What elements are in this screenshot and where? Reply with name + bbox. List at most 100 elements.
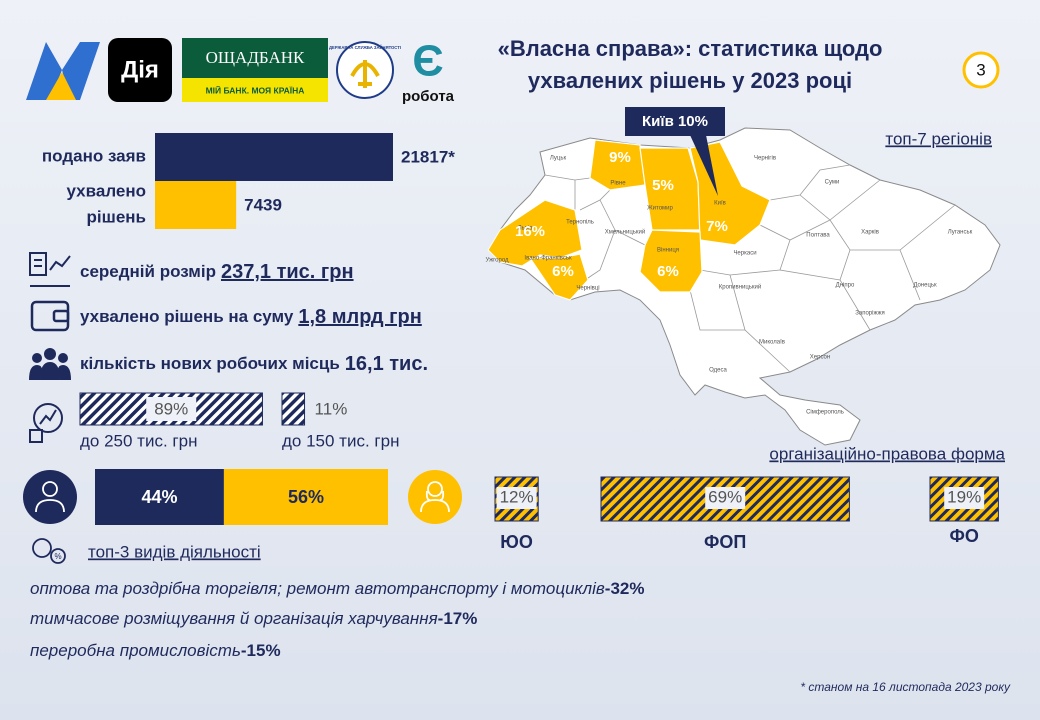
activity-line: оптова та роздрібна торгівля; ремонт авт… bbox=[30, 579, 644, 598]
city-label: Хмельницький bbox=[605, 229, 645, 236]
bar-value: 7439 bbox=[244, 195, 282, 214]
logo-oschadbank-strip bbox=[182, 78, 328, 102]
gender-segment bbox=[95, 469, 224, 525]
value-backdrop bbox=[944, 487, 985, 509]
icon-wallet bbox=[30, 300, 70, 332]
logo-oschadbank-slogan: МІЙ БАНК. МОЯ КРАЇНА bbox=[206, 84, 305, 95]
map-region bbox=[487, 199, 583, 267]
city-label: Тернопіль bbox=[566, 220, 594, 226]
bar-label: ухвалено bbox=[67, 181, 146, 200]
stat-text: ухвалено рішень на суму bbox=[80, 307, 294, 326]
icon-male bbox=[23, 470, 77, 524]
legal-form-name: ЮО bbox=[500, 532, 533, 552]
icon-average bbox=[29, 252, 71, 287]
stat-line: ухвалено рішень на суму 1,8 млрд грн bbox=[80, 306, 422, 328]
hatched-bar bbox=[929, 476, 999, 522]
logo-oschadbank bbox=[182, 38, 328, 78]
city-label: Кропивницький bbox=[719, 284, 762, 291]
gender-segment bbox=[223, 469, 388, 525]
city-label: Запоріжжя bbox=[855, 311, 885, 317]
legal-form-name: ФО bbox=[950, 526, 979, 546]
hatched-value: 69% bbox=[708, 487, 742, 506]
activity-text: оптова та роздрібна торгівля; ремонт авт… bbox=[30, 579, 605, 598]
city-label: Київ bbox=[714, 201, 726, 207]
map-region bbox=[589, 139, 646, 191]
page-number-badge bbox=[962, 51, 1000, 89]
stat-text: середній розмір bbox=[80, 262, 216, 281]
activity-share: -15% bbox=[241, 641, 281, 660]
city-label: Львів bbox=[518, 226, 533, 232]
region-value: 16% bbox=[515, 223, 545, 240]
city-label: Івано-Франківськ bbox=[524, 256, 572, 262]
activities-title: топ-3 видів діяльності bbox=[88, 542, 261, 561]
logo-oschadbank-text: ОЩАДБАНК bbox=[206, 48, 305, 67]
logo-diia-text: Дія bbox=[121, 56, 159, 83]
legal-form-title: організаційно-правова форма bbox=[769, 444, 1005, 463]
activity-share: -17% bbox=[438, 609, 478, 628]
city-label: Чернігів bbox=[754, 156, 776, 162]
logo-robota-letter: Є bbox=[412, 37, 443, 86]
callout-text: Київ 10% bbox=[642, 113, 708, 130]
activity-share: -32% bbox=[605, 579, 645, 598]
map-region bbox=[528, 253, 589, 301]
stat-text: кількість нових робочих місць bbox=[80, 354, 340, 373]
city-label: Донецьк bbox=[913, 283, 937, 289]
city-label: Черкаси bbox=[733, 251, 756, 257]
region-value: 6% bbox=[552, 263, 574, 280]
bar-label: подано заяв bbox=[42, 146, 146, 165]
title-line: «Власна справа»: статистика щодо bbox=[498, 36, 883, 61]
logo-m bbox=[26, 42, 100, 100]
legal-form-name: ФОП bbox=[704, 532, 746, 552]
map-title: топ-7 регіонів bbox=[885, 129, 992, 148]
logo-employment-text: ДЕРЖАВНА СЛУЖБА ЗАЙНЯТОСТІ bbox=[329, 45, 401, 50]
value-backdrop bbox=[705, 487, 746, 509]
city-label: Полтава bbox=[806, 233, 830, 239]
hatched-bar bbox=[281, 392, 306, 426]
bar bbox=[155, 133, 393, 181]
activity-line: переробна промисловість-15% bbox=[30, 641, 281, 660]
icon-female bbox=[408, 470, 462, 524]
value-backdrop bbox=[146, 397, 197, 421]
activity-line: тимчасове розміщування й організація хар… bbox=[30, 609, 477, 628]
callout-pointer bbox=[690, 135, 718, 196]
svg-text:%: % bbox=[54, 552, 61, 561]
region-value: 9% bbox=[609, 149, 631, 166]
city-label: Вінниця bbox=[657, 248, 679, 254]
city-label: Херсон bbox=[810, 355, 830, 361]
icon-people bbox=[29, 348, 71, 380]
city-label: Миколаїв bbox=[759, 340, 785, 346]
page-number: 3 bbox=[976, 60, 985, 79]
stat-value: 237,1 тис. грн bbox=[221, 261, 354, 283]
map-region bbox=[639, 229, 703, 293]
logo-employment-figure bbox=[350, 60, 380, 88]
icon-loan bbox=[29, 403, 63, 443]
city-label: Суми bbox=[825, 180, 840, 186]
logo-robota-text: робота bbox=[402, 88, 455, 105]
region-value: 5% bbox=[652, 177, 674, 194]
city-label: Одеса bbox=[709, 368, 727, 374]
map: Луцьк Рівне Житомир Київ Чернігів Суми Харків Л… bbox=[485, 127, 1001, 446]
bar bbox=[155, 181, 237, 229]
hatched-value: 19% bbox=[947, 487, 981, 506]
hatched-label: до 250 тис. грн bbox=[80, 431, 197, 450]
region-value: 6% bbox=[657, 263, 679, 280]
bar-value: 21817* bbox=[401, 147, 455, 166]
icon-male-figure bbox=[35, 481, 65, 513]
gender-value: 56% bbox=[288, 487, 324, 507]
callout-box bbox=[625, 107, 725, 136]
stat-line: кількість нових робочих місць 16,1 тис. bbox=[80, 353, 428, 375]
stat-line: середній розмір 237,1 тис. грн bbox=[80, 261, 354, 283]
activity-text: тимчасове розміщування й організація хар… bbox=[30, 609, 438, 628]
city-label: Житомир bbox=[647, 206, 673, 212]
logo-diia bbox=[108, 38, 172, 102]
city-label: Луганськ bbox=[948, 230, 973, 236]
city-label: Рівне bbox=[610, 181, 626, 187]
hatched-value: 12% bbox=[500, 487, 534, 506]
footnote: * станом на 16 листопада 2023 року bbox=[800, 680, 1011, 694]
activity-text: переробна промисловість bbox=[30, 641, 241, 660]
title-line: ухвалених рішень у 2023 році bbox=[528, 68, 852, 93]
city-label: Харків bbox=[861, 230, 879, 236]
stat-value: 16,1 тис. bbox=[345, 353, 428, 375]
